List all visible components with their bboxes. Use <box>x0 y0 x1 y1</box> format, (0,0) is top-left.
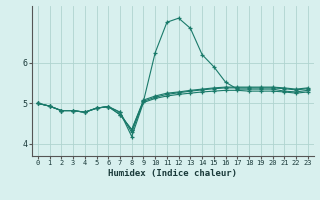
X-axis label: Humidex (Indice chaleur): Humidex (Indice chaleur) <box>108 169 237 178</box>
